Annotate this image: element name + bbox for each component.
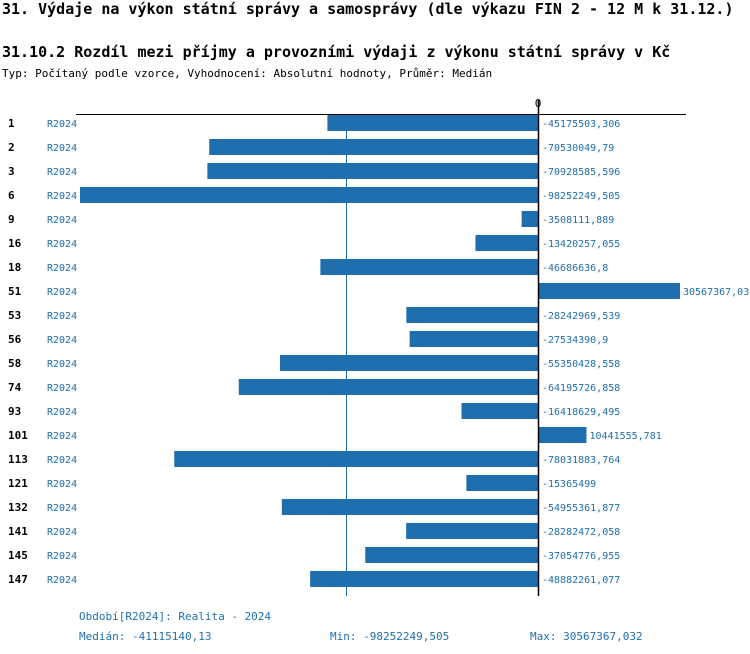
footer-min: Min: -98252249,505 xyxy=(330,630,450,643)
footer-period: Období[R2024]: Realita - 2024 xyxy=(79,610,272,623)
series-label: R2024 xyxy=(47,311,77,322)
data-label: -46686636,8 xyxy=(542,263,608,274)
series-label: R2024 xyxy=(47,191,77,202)
series-label: R2024 xyxy=(47,479,77,490)
data-label: -98252249,505 xyxy=(542,191,620,202)
category-label: 141 xyxy=(8,525,28,538)
series-label: R2024 xyxy=(47,575,77,586)
data-label: 30567367,03 xyxy=(683,287,749,298)
category-label: 6 xyxy=(8,189,15,202)
category-label: 51 xyxy=(8,285,22,298)
data-label: -37054776,955 xyxy=(542,551,620,562)
chart-subtitle: 31.10.2 Rozdíl mezi příjmy a provozními … xyxy=(2,43,671,61)
category-label: 2 xyxy=(8,141,15,154)
category-label: 147 xyxy=(8,573,28,586)
data-label: -54955361,877 xyxy=(542,503,620,514)
series-label: R2024 xyxy=(47,527,77,538)
series-label: R2024 xyxy=(47,167,77,178)
type-description: Typ: Počítaný podle vzorce, Vyhodnocení:… xyxy=(2,67,493,80)
bar xyxy=(207,163,538,179)
category-label: 56 xyxy=(8,333,22,346)
footer-median: Medián: -41115140,13 xyxy=(79,630,212,643)
series-label: R2024 xyxy=(47,383,77,394)
category-label: 16 xyxy=(8,237,22,250)
data-label: 10441555,781 xyxy=(590,431,662,442)
category-label: 53 xyxy=(8,309,21,322)
category-label: 74 xyxy=(8,381,22,394)
bar xyxy=(365,547,538,563)
series-label: R2024 xyxy=(47,455,77,466)
data-label: -13420257,055 xyxy=(542,239,620,250)
bar xyxy=(538,427,587,443)
series-label: R2024 xyxy=(47,335,77,346)
category-label: 18 xyxy=(8,261,21,274)
bar xyxy=(409,331,538,347)
series-label: R2024 xyxy=(47,359,77,370)
series-label: R2024 xyxy=(47,407,77,418)
data-label: -78031883,764 xyxy=(542,455,620,466)
footer-max: Max: 30567367,032 xyxy=(530,630,643,643)
series-label: R2024 xyxy=(47,551,77,562)
bar xyxy=(406,523,538,539)
bar xyxy=(174,451,538,467)
bar xyxy=(80,187,538,203)
data-label: -28242969,539 xyxy=(542,311,620,322)
data-label: -45175503,306 xyxy=(542,119,620,130)
data-label: -48882261,077 xyxy=(542,575,620,586)
bar xyxy=(475,235,538,251)
bar xyxy=(281,499,538,515)
data-label: -3508111,889 xyxy=(542,215,614,226)
series-label: R2024 xyxy=(47,503,77,514)
category-label: 145 xyxy=(8,549,28,562)
data-label: -27534390,9 xyxy=(542,335,608,346)
series-label: R2024 xyxy=(47,119,77,130)
series-label: R2024 xyxy=(47,239,77,250)
bar xyxy=(320,259,538,275)
data-label: -70928585,596 xyxy=(542,167,620,178)
category-label: 3 xyxy=(8,165,15,178)
bar xyxy=(521,211,538,227)
series-label: R2024 xyxy=(47,215,77,226)
bar xyxy=(406,307,538,323)
bar xyxy=(538,283,680,299)
series-label: R2024 xyxy=(47,263,77,274)
series-label: R2024 xyxy=(47,431,77,442)
data-label: -15365499 xyxy=(542,479,596,490)
bar xyxy=(209,139,538,155)
bar xyxy=(238,379,539,395)
page-title: 31. Výdaje na výkon státní správy a samo… xyxy=(2,0,734,18)
bar xyxy=(461,403,538,419)
category-label: 121 xyxy=(8,477,28,490)
category-label: 113 xyxy=(8,453,28,466)
category-label: 1 xyxy=(8,117,15,130)
category-label: 101 xyxy=(8,429,28,442)
bar xyxy=(279,355,538,371)
category-label: 93 xyxy=(8,405,21,418)
series-label: R2024 xyxy=(47,143,77,154)
bar xyxy=(327,115,538,131)
data-label: -28282472,058 xyxy=(542,527,620,538)
category-label: 132 xyxy=(8,501,28,514)
data-label: -70530049,79 xyxy=(542,143,614,154)
data-label: -64195726,858 xyxy=(542,383,620,394)
bar xyxy=(466,475,538,491)
data-label: -55350428,558 xyxy=(542,359,620,370)
category-label: 9 xyxy=(8,213,15,226)
series-label: R2024 xyxy=(47,287,77,298)
category-label: 58 xyxy=(8,357,21,370)
bar xyxy=(310,571,538,587)
data-label: -16418629,495 xyxy=(542,407,620,418)
